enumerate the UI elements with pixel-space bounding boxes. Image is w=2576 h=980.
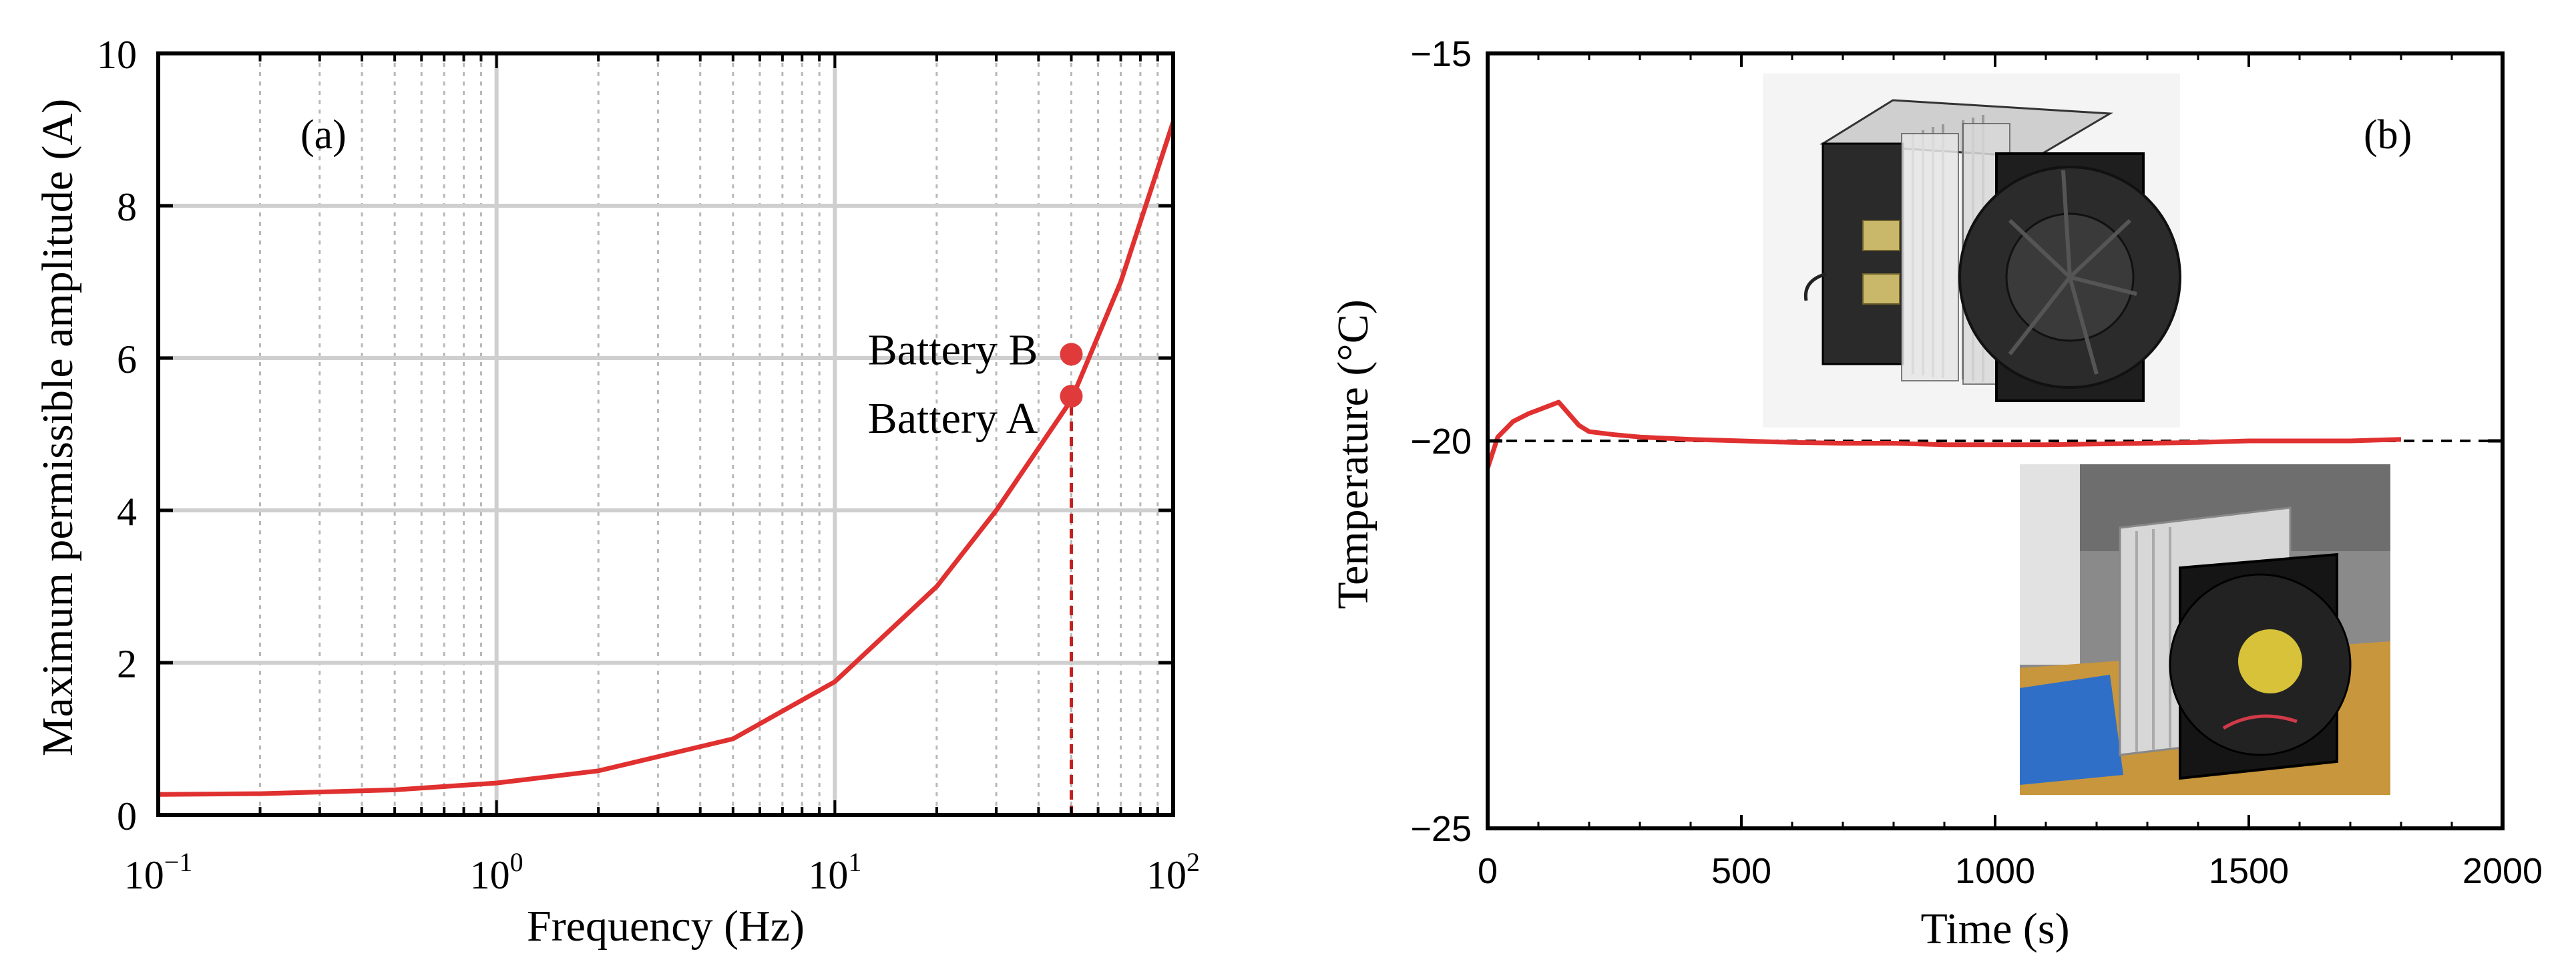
x-tick-label: 100 xyxy=(470,847,523,897)
panel-a-frame xyxy=(156,51,1175,817)
amplitude-curve xyxy=(158,121,1173,797)
battery-b-marker xyxy=(1060,343,1083,366)
y-tick-label: 8 xyxy=(117,185,137,229)
battery-a-label: Battery A xyxy=(868,394,1038,443)
y-tick-label: 0 xyxy=(117,794,137,838)
panel-a-label: (a) xyxy=(300,112,347,158)
y-tick-label: 6 xyxy=(117,337,137,381)
panel-b-tick-labels: 0 500 1000 1500 2000 −25 −20 −15 xyxy=(1410,34,2543,891)
x-tick-label: 0 xyxy=(1478,851,1498,891)
y-tick-label: −25 xyxy=(1410,809,1472,849)
x-tick-label: 1000 xyxy=(1955,851,2035,891)
battery-b-label: Battery B xyxy=(868,325,1038,374)
panel-b-series xyxy=(1488,399,2402,469)
cooler-drawing-icon xyxy=(1763,73,2181,428)
panel-a-series xyxy=(158,121,1173,797)
panel-a-grid xyxy=(158,53,1173,815)
panel-a-tick-labels: 10−1 100 101 102 0 2 4 6 8 10 xyxy=(97,33,1200,897)
x-tick-label: 101 xyxy=(808,847,861,897)
panel-a-markers: Battery B Battery A xyxy=(868,325,1083,443)
panel-a-ticks xyxy=(158,51,1173,817)
cooler-photo-icon xyxy=(2020,464,2390,795)
x-tick-label: 102 xyxy=(1146,847,1200,897)
battery-a-marker xyxy=(1060,385,1083,407)
y-tick-label: −15 xyxy=(1410,34,1472,74)
panel-a-y-axis-label: Maximum permissible amplitude (A) xyxy=(33,99,82,756)
temperature-curve xyxy=(1488,399,2402,469)
panel-b-ticks xyxy=(1486,51,2504,830)
y-tick-label: 10 xyxy=(97,33,137,77)
x-tick-label: 2000 xyxy=(2462,851,2543,891)
x-tick-label: 10−1 xyxy=(124,847,193,897)
panel-b-label: (b) xyxy=(2364,112,2412,158)
y-tick-label: −20 xyxy=(1410,422,1472,462)
panel-b-insets xyxy=(1763,73,2390,795)
panel-a-x-axis-label: Frequency (Hz) xyxy=(527,902,805,951)
panel-b-x-axis-label: Time (s) xyxy=(1920,905,2069,953)
y-tick-label: 2 xyxy=(117,642,137,686)
panel-b: 0 500 1000 1500 2000 −25 −20 −15 (b) Time (s) T… xyxy=(1329,34,2543,953)
x-tick-label: 500 xyxy=(1711,851,1771,891)
panel-b-y-axis-label: Temperature (°C) xyxy=(1329,299,1377,609)
y-tick-label: 4 xyxy=(117,490,137,534)
x-tick-label: 1500 xyxy=(2209,851,2289,891)
